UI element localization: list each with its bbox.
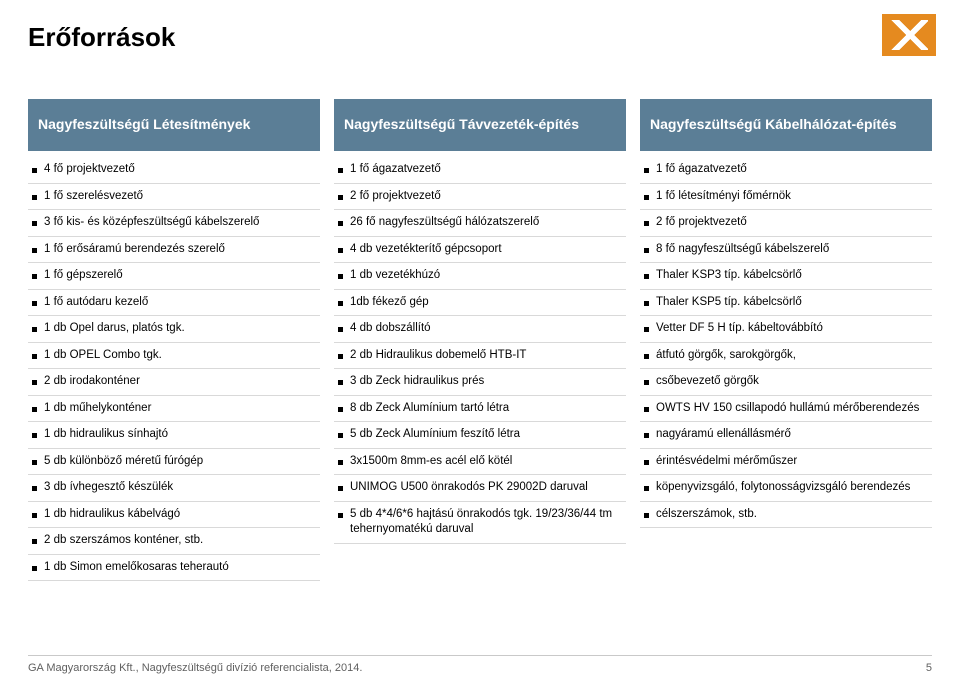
list-item: UNIMOG U500 önrakodós PK 29002D daruval (334, 475, 626, 502)
list-item: Vetter DF 5 H típ. kábeltovábbító (640, 316, 932, 343)
list-item: 1 fő ágazatvezető (640, 157, 932, 184)
list-item: 1 db Simon emelőkosaras teherautó (28, 555, 320, 582)
column-header: Nagyfeszültségű Távvezeték-építés (334, 99, 626, 151)
list-item: 1 db műhelykonténer (28, 396, 320, 423)
list-item: Thaler KSP5 típ. kábelcsörlő (640, 290, 932, 317)
list-item: 8 fő nagyfeszültségű kábelszerelő (640, 237, 932, 264)
list-item: 1 fő ágazatvezető (334, 157, 626, 184)
list-item: 1db fékező gép (334, 290, 626, 317)
list-item: 3x1500m 8mm-es acél elő kötél (334, 449, 626, 476)
item-list: 1 fő ágazatvezető 2 fő projektvezető 26 … (334, 157, 626, 544)
list-item: 5 db 4*4/6*6 hajtású önrakodós tgk. 19/2… (334, 502, 626, 544)
list-item: érintésvédelmi mérőműszer (640, 449, 932, 476)
list-item: 5 db különböző méretű fúrógép (28, 449, 320, 476)
footer-page-number: 5 (926, 662, 932, 674)
list-item: 2 db szerszámos konténer, stb. (28, 528, 320, 555)
list-item: átfutó görgők, sarokgörgők, (640, 343, 932, 370)
list-item: 2 db Hidraulikus dobemelő HTB-IT (334, 343, 626, 370)
list-item: köpenyvizsgáló, folytonosságvizsgáló ber… (640, 475, 932, 502)
list-item: 8 db Zeck Alumínium tartó létra (334, 396, 626, 423)
list-item: célszerszámok, stb. (640, 502, 932, 529)
list-item: 1 fő létesítményi főmérnök (640, 184, 932, 211)
company-logo (882, 14, 936, 56)
list-item: 3 fő kis- és középfeszültségű kábelszere… (28, 210, 320, 237)
list-item: 2 db irodakonténer (28, 369, 320, 396)
list-item: 1 db hidraulikus kábelvágó (28, 502, 320, 529)
list-item: 4 fő projektvezető (28, 157, 320, 184)
page-footer: GA Magyarország Kft., Nagyfeszültségű di… (28, 655, 932, 674)
page-title: Erőforrások (28, 22, 932, 53)
list-item: 4 db vezetékterítő gépcsoport (334, 237, 626, 264)
list-item: 1 db hidraulikus sínhajtó (28, 422, 320, 449)
list-item: 1 fő erősáramú berendezés szerelő (28, 237, 320, 264)
column-cable-network: Nagyfeszültségű Kábelhálózat-építés 1 fő… (640, 99, 932, 581)
list-item: OWTS HV 150 csillapodó hullámú mérőberen… (640, 396, 932, 423)
list-item: 1 fő szerelésvezető (28, 184, 320, 211)
list-item: nagyáramú ellenállásmérő (640, 422, 932, 449)
item-list: 4 fő projektvezető 1 fő szerelésvezető 3… (28, 157, 320, 581)
column-transmission: Nagyfeszültségű Távvezeték-építés 1 fő á… (334, 99, 626, 581)
list-item: 3 db Zeck hidraulikus prés (334, 369, 626, 396)
list-item: csőbevezető görgők (640, 369, 932, 396)
column-header: Nagyfeszültségű Kábelhálózat-építés (640, 99, 932, 151)
list-item: Thaler KSP3 típ. kábelcsörlő (640, 263, 932, 290)
list-item: 1 db Opel darus, platós tgk. (28, 316, 320, 343)
list-item: 5 db Zeck Alumínium feszítő létra (334, 422, 626, 449)
resource-columns: Nagyfeszültségű Létesítmények 4 fő proje… (28, 99, 932, 581)
list-item: 4 db dobszállító (334, 316, 626, 343)
list-item: 1 fő gépszerelő (28, 263, 320, 290)
footer-left: GA Magyarország Kft., Nagyfeszültségű di… (28, 662, 362, 674)
list-item: 2 fő projektvezető (640, 210, 932, 237)
list-item: 1 db vezetékhúzó (334, 263, 626, 290)
list-item: 3 db ívhegesztő készülék (28, 475, 320, 502)
list-item: 1 fő autódaru kezelő (28, 290, 320, 317)
list-item: 2 fő projektvezető (334, 184, 626, 211)
column-header: Nagyfeszültségű Létesítmények (28, 99, 320, 151)
list-item: 1 db OPEL Combo tgk. (28, 343, 320, 370)
column-facilities: Nagyfeszültségű Létesítmények 4 fő proje… (28, 99, 320, 581)
list-item: 26 fő nagyfeszültségű hálózatszerelő (334, 210, 626, 237)
item-list: 1 fő ágazatvezető 1 fő létesítményi főmé… (640, 157, 932, 528)
